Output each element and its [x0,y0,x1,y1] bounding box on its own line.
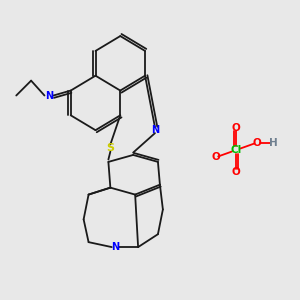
Text: O: O [232,123,241,133]
Text: N: N [151,125,159,135]
Text: O: O [232,167,241,177]
Text: O: O [253,138,261,148]
Text: N: N [45,91,53,100]
Text: Cl: Cl [231,145,242,155]
Text: O: O [211,152,220,162]
Text: H: H [269,138,278,148]
Text: N: N [111,242,119,252]
Text: S: S [106,143,114,153]
